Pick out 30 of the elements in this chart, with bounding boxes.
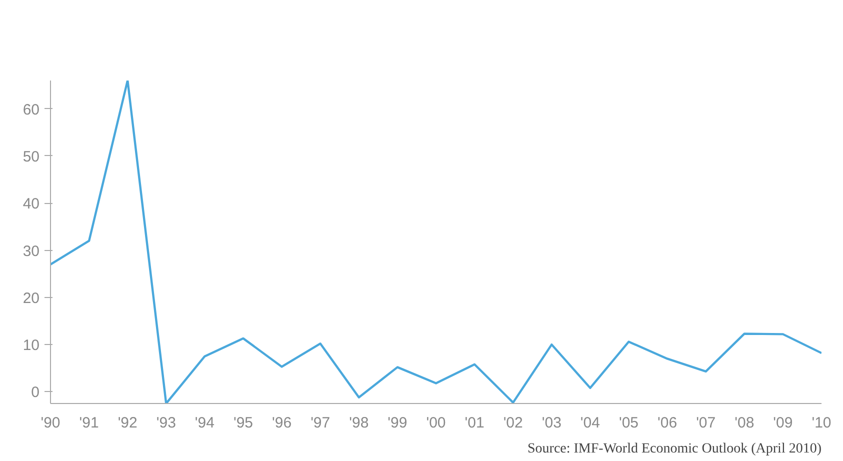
source-note: Source: IMF-World Economic Outlook (April 2010) [528, 442, 822, 456]
x-tick-label: '91 [79, 414, 99, 432]
x-tick-label: '06 [658, 414, 678, 432]
x-tick-label: '90 [40, 414, 60, 432]
x-tick-label: '02 [503, 414, 523, 432]
x-tick-label: '97 [310, 414, 330, 432]
x-tick-label: '10 [812, 414, 832, 432]
y-tick-label: 20 [22, 290, 40, 307]
y-tick-label: 60 [22, 101, 40, 118]
x-tick-label: '03 [542, 414, 562, 432]
x-tick-label: '07 [696, 414, 716, 432]
y-tick-label: 50 [22, 148, 40, 166]
y-tick-label: 40 [22, 196, 40, 213]
x-tick-label: '93 [156, 414, 176, 432]
x-tick-label: '08 [734, 414, 754, 432]
x-tick-label: '95 [233, 414, 254, 432]
y-tick-label: 10 [22, 337, 40, 354]
x-tick-label: '09 [773, 414, 793, 432]
x-tick-label: '00 [426, 414, 446, 432]
x-tick-label: '04 [580, 414, 600, 432]
y-tick-label: 30 [22, 242, 40, 260]
x-tick-label: '92 [118, 414, 138, 432]
x-tick-label: '96 [272, 414, 292, 432]
x-tick-label: '01 [464, 414, 484, 432]
line-series [50, 80, 822, 404]
x-tick-label: '99 [388, 414, 408, 432]
x-tick-label: '05 [618, 414, 639, 432]
x-tick-label: '98 [349, 414, 369, 432]
y-tick-label: 0 [31, 384, 40, 402]
x-tick-label: '94 [194, 414, 214, 432]
